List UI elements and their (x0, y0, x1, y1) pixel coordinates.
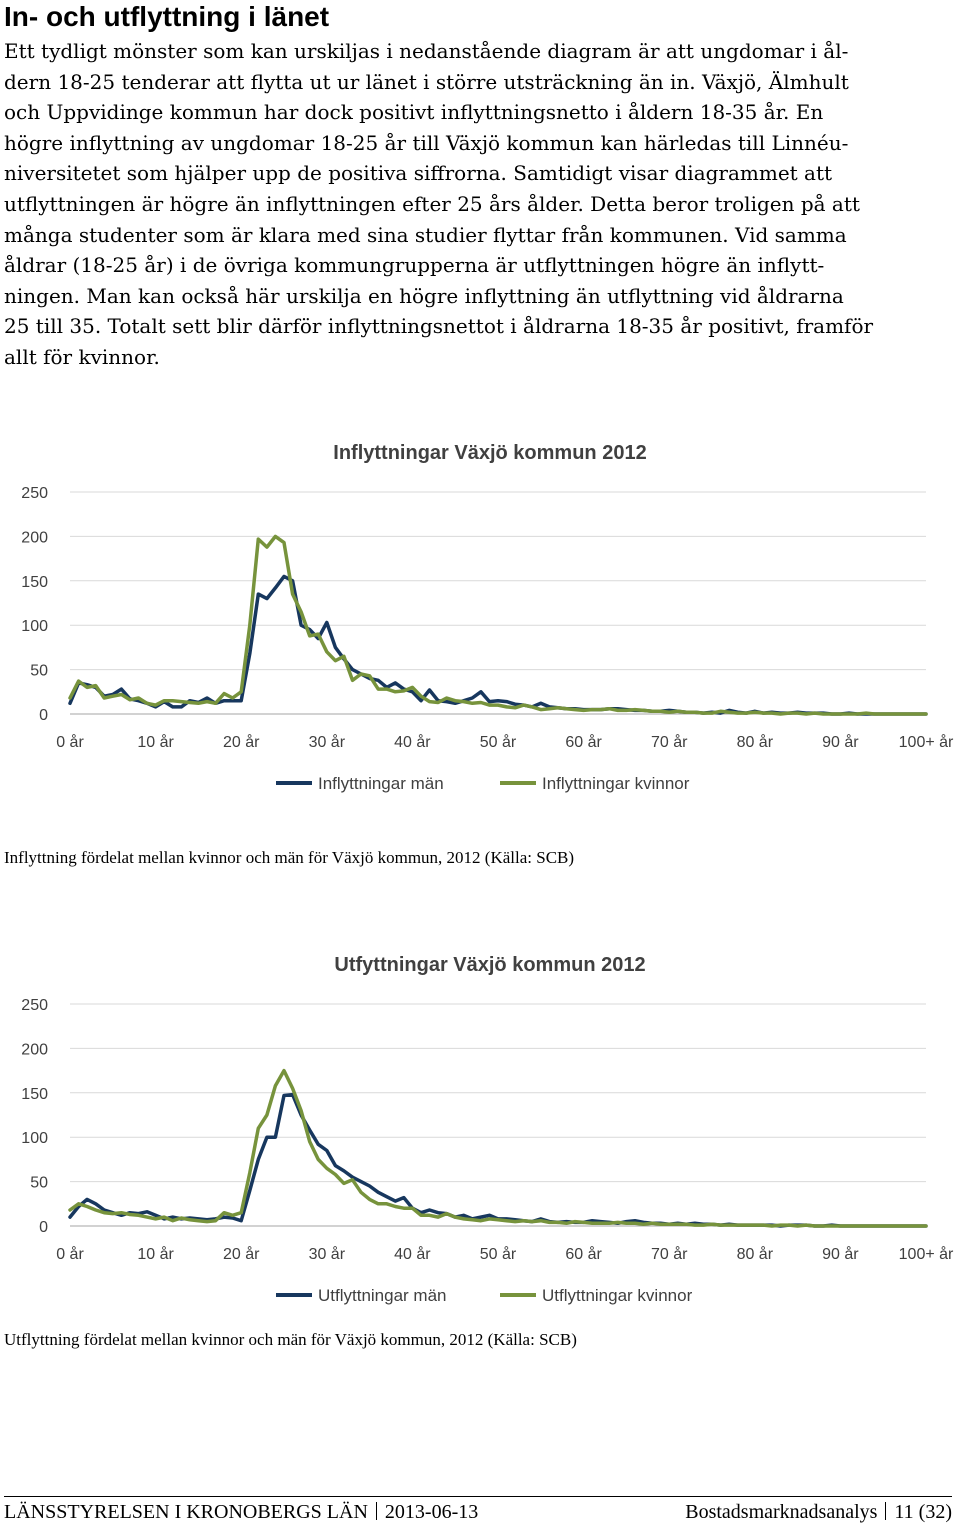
x-tick-label: 50 år (480, 733, 517, 751)
y-tick-label: 50 (30, 663, 48, 680)
y-tick-label: 200 (21, 529, 48, 546)
x-tick-label: 60 år (565, 1245, 602, 1263)
y-tick-label: 0 (39, 707, 48, 724)
x-tick-label: 20 år (223, 1245, 260, 1263)
intro-paragraph: Ett tydligt mönster som kan urskiljas i … (4, 39, 874, 369)
x-tick-label: 60 år (565, 733, 602, 751)
x-tick-label: 40 år (394, 733, 431, 751)
x-tick-label: 90 år (822, 733, 859, 751)
footer-separator (885, 1502, 887, 1520)
x-tick-label: 100+ år (899, 1245, 954, 1263)
chart-title: Utfyttningar Växjö kommun 2012 (334, 954, 645, 976)
y-tick-label: 250 (21, 997, 48, 1014)
footer-organization: LÄNSSTYRELSEN I KRONOBERGS LÄN (4, 1501, 368, 1523)
x-tick-label: 70 år (651, 1245, 688, 1263)
footer-report-name: Bostadsmarknadsanalys (685, 1501, 878, 1523)
inflow-chart: Inflyttningar Växjö kommun 2012 0 50 100 150… (0, 428, 960, 808)
y-tick-label: 0 (39, 1219, 48, 1236)
x-tick-label: 100+ år (899, 733, 954, 751)
x-tick-label: 0 år (56, 1245, 84, 1263)
chart-title: Inflyttningar Växjö kommun 2012 (333, 442, 646, 464)
x-tick-label: 0 år (56, 733, 84, 751)
x-tick-label: 80 år (737, 733, 774, 751)
x-tick-label: 10 år (137, 733, 174, 751)
x-tick-label: 40 år (394, 1245, 431, 1263)
footer-date: 2013-06-13 (384, 1501, 479, 1523)
legend-label: Utflyttningar män (318, 1286, 447, 1305)
page-heading: In- och utflyttning i länet (4, 1, 330, 32)
y-tick-label: 100 (21, 1130, 48, 1147)
legend-label: Inflyttningar män (318, 774, 444, 793)
series-line (68, 1068, 928, 1228)
series-line (68, 1092, 928, 1228)
series-line (68, 574, 928, 716)
chart-svg: Inflyttningar Växjö kommun 2012 0 50 100 150… (21, 442, 954, 793)
y-tick-label: 200 (21, 1041, 48, 1058)
y-tick-label: 150 (21, 574, 48, 591)
x-tick-label: 30 år (309, 1245, 346, 1263)
y-tick-label: 100 (21, 618, 48, 635)
legend-label: Inflyttningar kvinnor (542, 774, 690, 793)
footer-page-number: 11 (32) (894, 1501, 952, 1523)
x-tick-label: 90 år (822, 1245, 859, 1263)
x-tick-label: 30 år (309, 733, 346, 751)
inflow-chart-caption: Inflyttning fördelat mellan kvinnor och … (4, 848, 575, 867)
outflow-chart-caption: Utflyttning fördelat mellan kvinnor och … (4, 1330, 577, 1349)
y-tick-label: 250 (21, 485, 48, 502)
page-footer: LÄNSSTYRELSEN I KRONOBERGS LÄN 2013-06-13… (4, 1496, 952, 1523)
series-line (68, 534, 928, 716)
x-tick-label: 50 år (480, 1245, 517, 1263)
x-tick-label: 70 år (651, 733, 688, 751)
legend-label: Utflyttningar kvinnor (542, 1286, 693, 1305)
chart-svg: Utfyttningar Växjö kommun 2012 0 50 100 150 2… (21, 954, 954, 1305)
x-tick-label: 80 år (737, 1245, 774, 1263)
y-tick-label: 150 (21, 1086, 48, 1103)
x-tick-label: 20 år (223, 733, 260, 751)
footer-separator (375, 1502, 377, 1520)
outflow-chart: Utfyttningar Växjö kommun 2012 0 50 100 150 2… (0, 940, 960, 1320)
x-tick-label: 10 år (137, 1245, 174, 1263)
y-tick-label: 50 (30, 1175, 48, 1192)
